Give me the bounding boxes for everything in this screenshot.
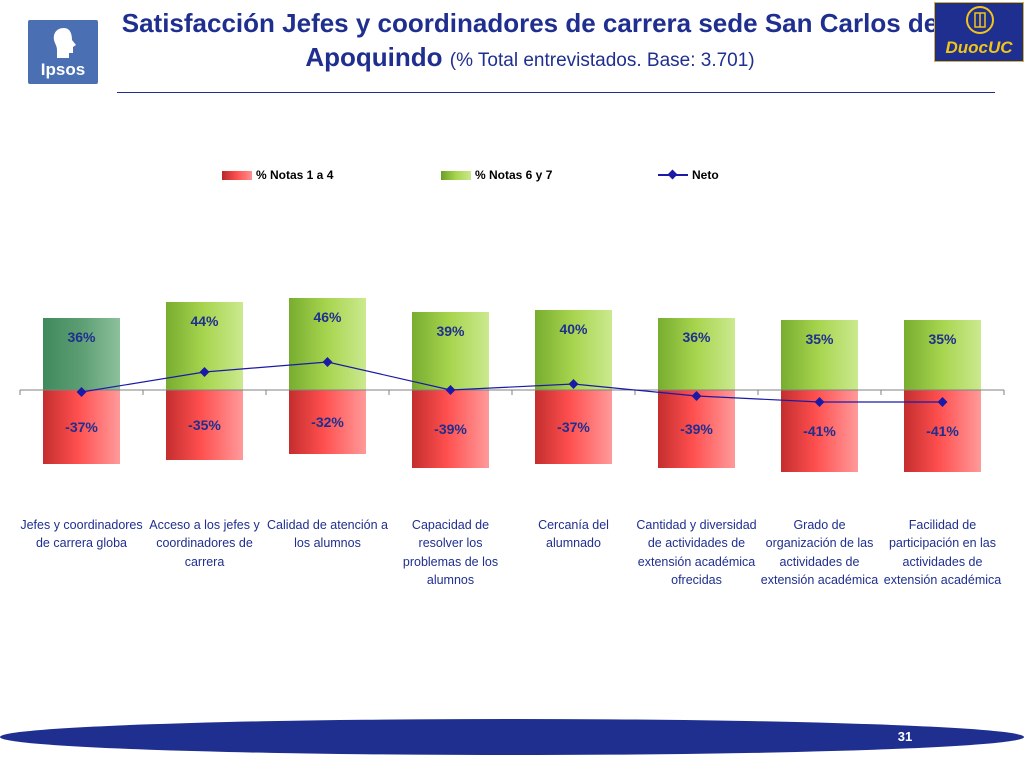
category-label-5: Cercanía del alumnado: [538, 518, 609, 551]
label-notas-1-4-3: -32%: [311, 414, 344, 430]
category-label-3: Calidad de atención a los alumnos: [267, 518, 388, 551]
ipsos-logo-text: Ipsos: [40, 60, 86, 79]
label-notas-1-4-6: -39%: [680, 421, 713, 437]
chart-legend: % Notas 1 a 4 % Notas 6 y 7 Neto: [0, 168, 1024, 188]
title-main: Satisfacción Jefes y coordinadores de ca…: [121, 8, 939, 72]
page-title: Satisfacción Jefes y coordinadores de ca…: [100, 6, 960, 78]
bar-notas-1-4-2: [166, 390, 243, 460]
legend-item-notas-1-4: % Notas 1 a 4: [222, 168, 333, 182]
legend-label-notas-1-4: % Notas 1 a 4: [256, 168, 334, 182]
ipsos-head-icon: [53, 28, 76, 58]
label-notas-6-7-6: 36%: [682, 329, 711, 345]
label-notas-6-7-1: 36%: [67, 329, 96, 345]
legend-item-notas-6-7: % Notas 6 y 7: [441, 168, 552, 182]
title-divider: [117, 92, 995, 93]
legend-swatch-red: [222, 170, 252, 180]
label-notas-6-7-5: 40%: [559, 321, 588, 337]
bar-notas-1-4-1: [43, 390, 120, 464]
category-label-8: Facilidad de participación en las activi…: [883, 518, 1002, 587]
neto-marker-6: [691, 391, 702, 401]
bar-notas-6-7-3: [289, 298, 366, 390]
category-label-7: Grado de organización de las actividades…: [760, 518, 879, 587]
bar-notas-1-4-6: [658, 390, 735, 468]
label-notas-1-4-1: -37%: [65, 419, 98, 435]
bar-notas-1-4-3: [289, 390, 366, 454]
neto-marker-5: [568, 379, 579, 389]
bar-chart: 36% -37% 44% -35% 46% -32% 39% -39% 40% -37% 36% -3…: [19, 298, 1005, 472]
neto-marker-3: [322, 357, 333, 367]
category-label-2: Acceso a los jefes y coordinadores de ca…: [149, 518, 260, 569]
neto-series-line: [81, 361, 943, 403]
category-label-4: Capacidad de resolver los problemas de l…: [402, 518, 499, 587]
label-notas-6-7-8: 35%: [928, 331, 957, 347]
legend-label-neto: Neto: [692, 168, 719, 182]
label-notas-1-4-7: -41%: [803, 423, 836, 439]
ipsos-logo: Ipsos: [28, 20, 98, 84]
title-subtitle: (% Total entrevistados. Base: 3.701): [449, 50, 755, 71]
label-notas-6-7-4: 39%: [436, 323, 465, 339]
label-notas-6-7-3: 46%: [313, 309, 342, 325]
footer-bar: [0, 719, 1024, 755]
neto-marker-8: [937, 397, 948, 407]
category-label-1: Jefes y coordinadores de carrera globa: [20, 518, 143, 551]
legend-item-neto: Neto: [658, 168, 719, 182]
neto-marker-4: [445, 385, 456, 395]
legend-label-notas-6-7: % Notas 6 y 7: [475, 168, 553, 182]
bar-notas-6-7-4: [412, 312, 489, 390]
category-label-6: Cantidad y diversidad de actividades de …: [636, 518, 757, 587]
label-notas-6-7-7: 35%: [805, 331, 834, 347]
neto-marker-2: [199, 367, 210, 377]
label-notas-6-7-2: 44%: [190, 313, 219, 329]
label-notas-1-4-8: -41%: [926, 423, 959, 439]
legend-swatch-line: [658, 170, 688, 180]
axis-ticks: [19, 390, 1005, 395]
neto-marker-7: [814, 397, 825, 407]
bar-notas-6-7-8: [904, 320, 981, 390]
bars-group: [43, 298, 981, 472]
label-notas-1-4-2: -35%: [188, 417, 221, 433]
page-number: 31: [897, 729, 913, 744]
bar-notas-6-7-5: [535, 310, 612, 390]
label-notas-1-4-4: -39%: [434, 421, 467, 437]
bar-notas-6-7-6: [658, 318, 735, 390]
duoc-logo-text: DuocUC: [945, 38, 1013, 57]
bar-notas-1-4-4: [412, 390, 489, 468]
value-labels: 36% -37% 44% -35% 46% -32% 39% -39% 40% -37% 36% -3…: [65, 309, 959, 439]
bar-notas-1-4-5: [535, 390, 612, 464]
legend-swatch-green: [441, 170, 471, 180]
label-notas-1-4-5: -37%: [557, 419, 590, 435]
neto-markers: [76, 357, 948, 407]
bar-notas-6-7-7: [781, 320, 858, 390]
duoc-crest-icon: [966, 6, 994, 34]
bar-notas-6-7-1: [43, 318, 120, 390]
